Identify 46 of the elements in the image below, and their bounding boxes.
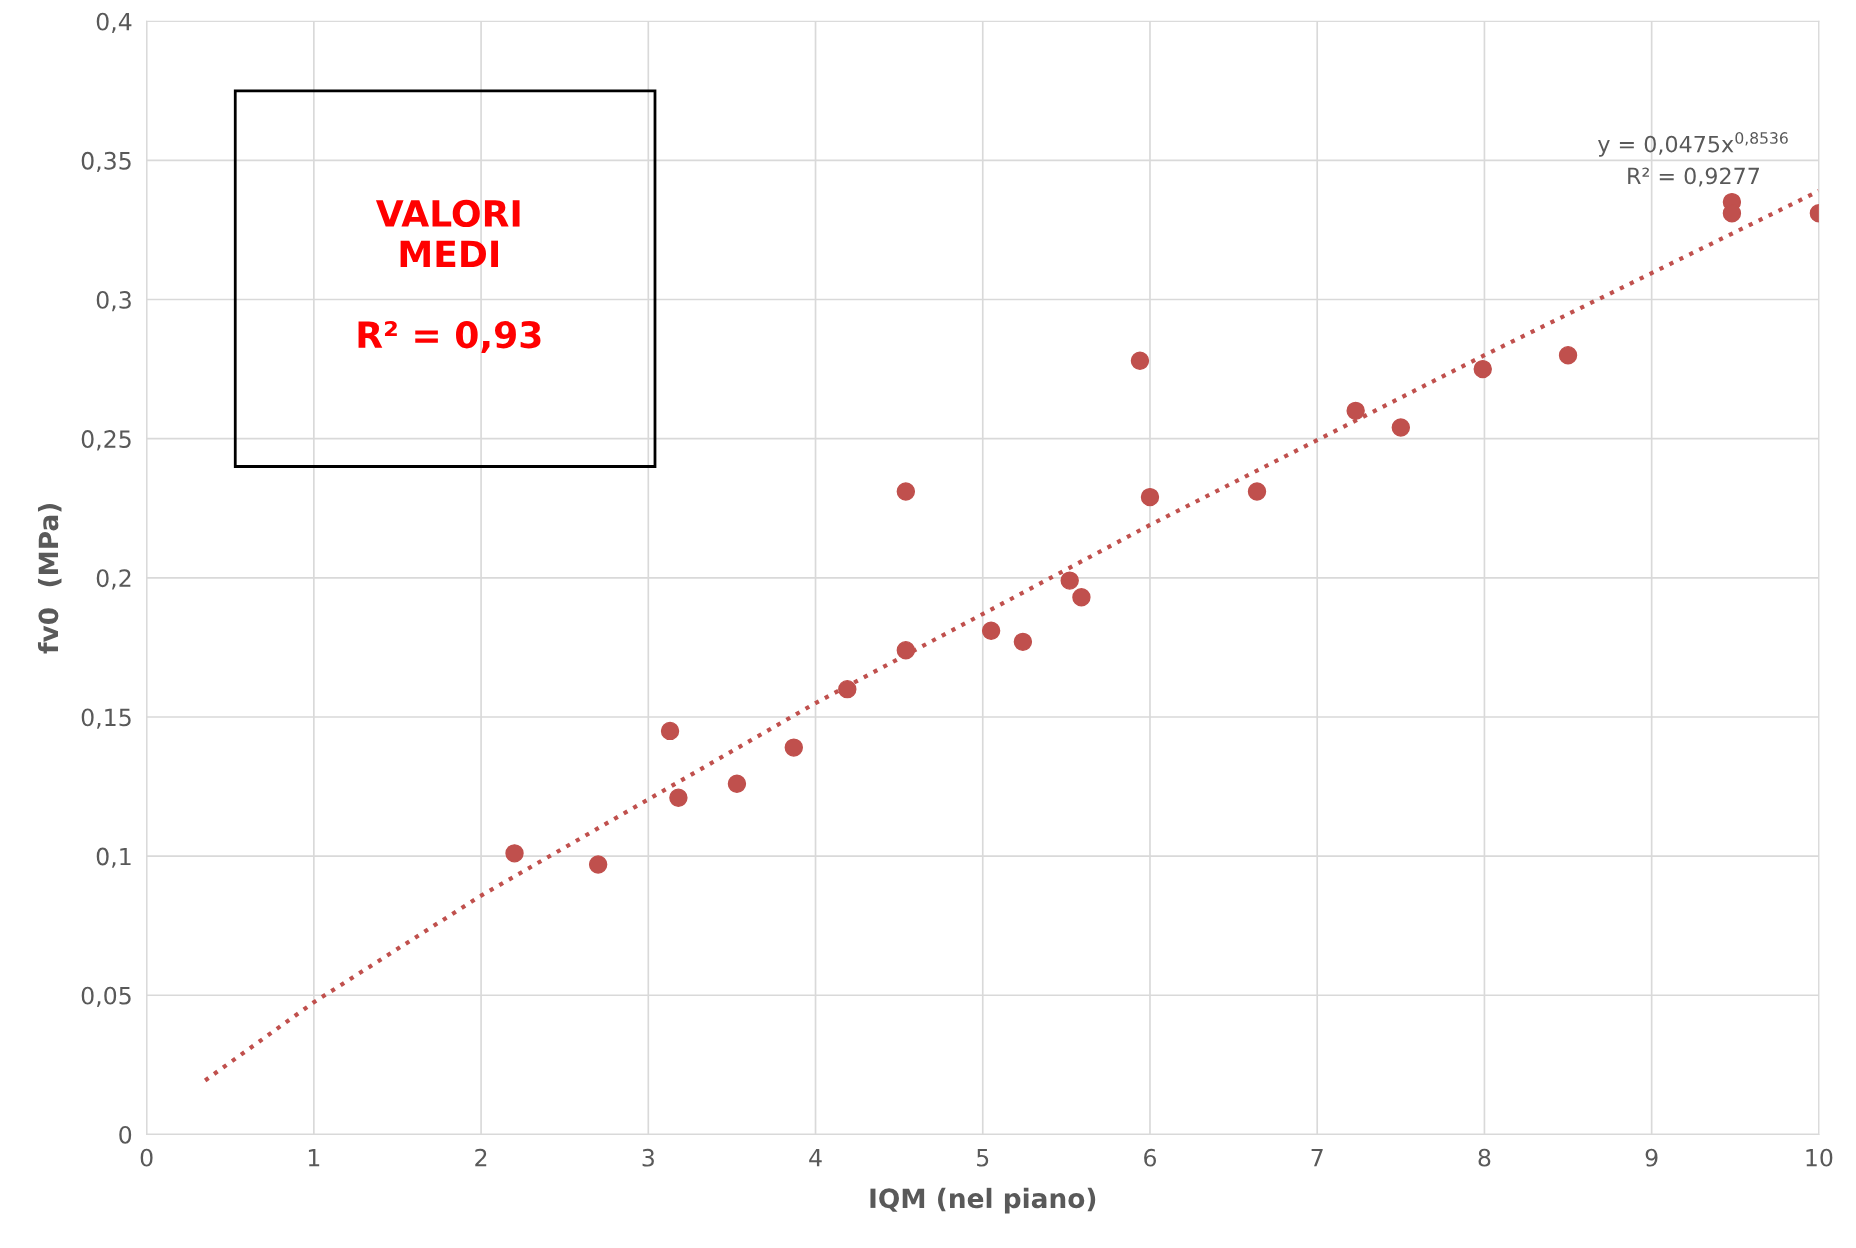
point bbox=[1130, 351, 1150, 370]
point bbox=[1722, 204, 1742, 223]
line-series bbox=[203, 188, 1819, 1083]
point bbox=[981, 621, 1001, 640]
point bbox=[784, 738, 803, 757]
x-tick-label: 6 bbox=[1144, 1148, 1156, 1167]
text: VALORI MEDI R² = 0,93 bbox=[358, 199, 541, 353]
x-tick-label: 7 bbox=[1311, 1149, 1323, 1167]
y-tick-label: 0,05 bbox=[81, 986, 131, 1007]
point bbox=[1247, 482, 1267, 501]
point bbox=[669, 788, 688, 807]
point bbox=[1060, 571, 1079, 590]
x-tick-label: 9 bbox=[1645, 1148, 1658, 1167]
point bbox=[896, 482, 916, 501]
point bbox=[1558, 345, 1578, 365]
point bbox=[1391, 418, 1411, 437]
point bbox=[1140, 487, 1160, 507]
x-axis-title: IQM (nel piano) bbox=[870, 1187, 1096, 1214]
point bbox=[896, 640, 916, 660]
y-axis-title: fv0 (MPa) bbox=[37, 503, 62, 654]
point bbox=[1346, 401, 1365, 421]
point bbox=[1473, 359, 1492, 379]
y-tick-label: 0 bbox=[119, 1125, 132, 1144]
x-tick-label: 0 bbox=[140, 1148, 153, 1167]
point bbox=[588, 855, 608, 874]
point bbox=[1072, 588, 1091, 607]
y-tick-label: 0,3 bbox=[96, 290, 131, 312]
x-tick-label: 4 bbox=[809, 1149, 822, 1167]
x-tick-label: 3 bbox=[642, 1148, 654, 1167]
y-tick-label: 0,35 bbox=[81, 151, 131, 173]
point bbox=[838, 679, 857, 699]
point bbox=[1013, 632, 1033, 652]
y-tick-label: 0,1 bbox=[96, 847, 131, 868]
point bbox=[505, 844, 524, 863]
point bbox=[727, 774, 747, 793]
text: y = 0,0475x$^{0,8536}$ R² = 0,9277 bbox=[1598, 132, 1788, 187]
x-tick-label: 5 bbox=[977, 1149, 989, 1167]
y-tick-label: 0,25 bbox=[81, 430, 131, 451]
y-tick-label: 0,15 bbox=[81, 708, 131, 729]
y-tick-label: 0,2 bbox=[96, 569, 131, 590]
x-tick-label: 10 bbox=[1806, 1148, 1833, 1167]
x-tick-label: 2 bbox=[475, 1148, 487, 1167]
y-tick-label: 0,4 bbox=[96, 12, 132, 33]
x-tick-label: 1 bbox=[308, 1149, 320, 1167]
point bbox=[660, 721, 680, 741]
x-tick-label: 8 bbox=[1478, 1148, 1491, 1167]
